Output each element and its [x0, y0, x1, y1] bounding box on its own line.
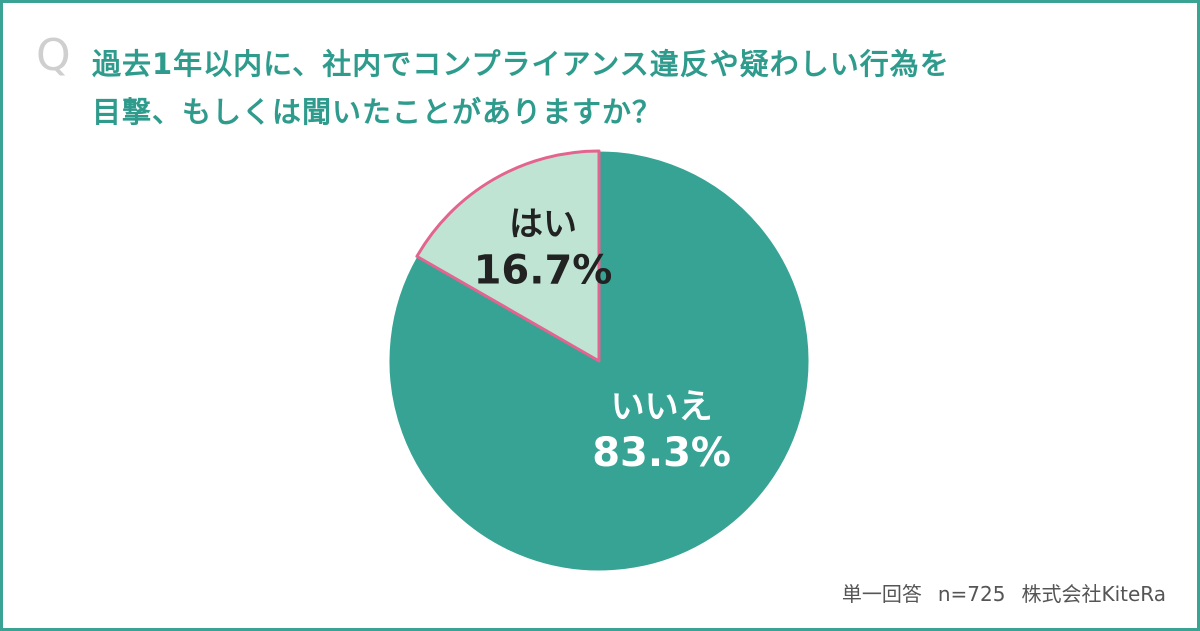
slice-label-1: いいえ: [611, 387, 713, 427]
slice-value-0: 16.7%: [474, 248, 613, 294]
slice-value-1: 83.3%: [592, 430, 731, 476]
question-line-1: 過去1年以内に、社内でコンプライアンス違反や疑わしい行為を: [92, 47, 950, 81]
footer-source: 株式会社KiteRa: [1021, 582, 1166, 606]
question-line-2: 目撃、もしくは聞いたことがありますか？: [92, 95, 663, 129]
question-mark-icon: Q: [36, 30, 71, 81]
footer: 単一回答 n=725 株式会社KiteRa: [826, 578, 1166, 607]
footer-sample: n=725: [937, 582, 1006, 606]
footer-note: 単一回答: [841, 582, 922, 606]
question-text: 過去1年以内に、社内でコンプライアンス違反や疑わしい行為を 目撃、もしくは聞いた…: [92, 40, 1092, 136]
slice-label-0: はい: [509, 205, 577, 245]
pie-slice-0: [415, 149, 601, 363]
